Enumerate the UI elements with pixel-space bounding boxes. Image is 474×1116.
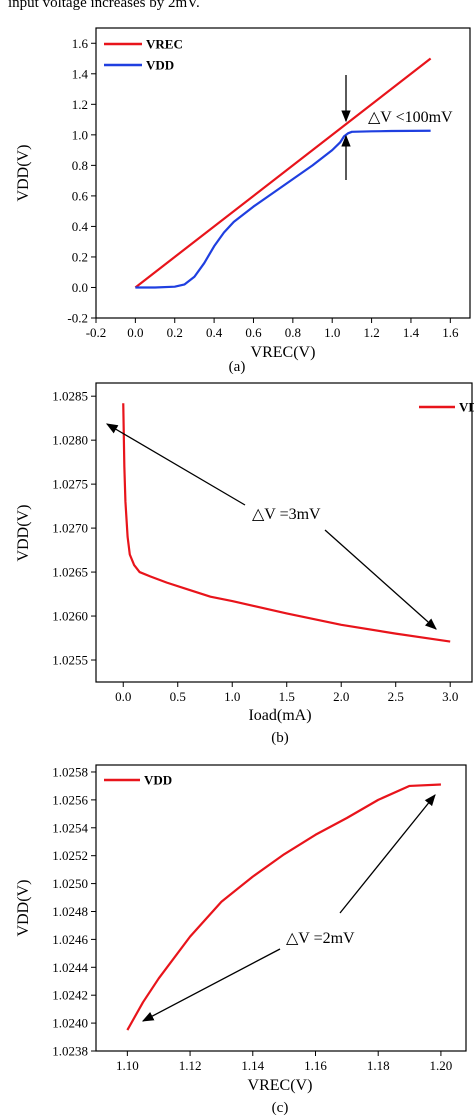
- x-tick-label: 1.20: [430, 1058, 453, 1073]
- y-tick-label: 1.0258: [52, 764, 88, 779]
- x-tick-label: 1.5: [279, 689, 295, 704]
- y-tick-label: 1.4: [72, 66, 89, 81]
- x-tick-label: 1.4: [403, 325, 420, 340]
- y-tick-label: 1.2: [72, 97, 88, 112]
- y-tick-label: 1.0265: [52, 565, 88, 580]
- x-tick-label: 0.0: [115, 689, 131, 704]
- y-tick-label: 1.0280: [52, 433, 88, 448]
- x-tick-label: 1.6: [442, 325, 459, 340]
- annotation-text: △V <100mV: [368, 109, 453, 126]
- y-tick-label: 1.0285: [52, 389, 88, 404]
- y-tick-label: 1.0240: [52, 1016, 88, 1031]
- annotation-arrow: [324, 529, 437, 630]
- x-tick-label: 1.10: [116, 1058, 139, 1073]
- annotation-text: △V =3mV: [252, 506, 321, 523]
- x-tick-label: 1.0: [224, 689, 240, 704]
- y-tick-label: 0.4: [72, 219, 89, 234]
- x-tick-label: 0.5: [170, 689, 186, 704]
- x-tick-label: -0.2: [86, 325, 107, 340]
- y-tick-label: 1.0246: [52, 932, 88, 947]
- x-tick-label: 0.8: [285, 325, 301, 340]
- panel-caption: (a): [229, 359, 246, 375]
- y-tick-label: 1.0275: [52, 477, 88, 492]
- plot-frame: [95, 764, 467, 1052]
- x-tick-label: 1.2: [363, 325, 379, 340]
- y-tick-label: 1.0255: [52, 653, 88, 668]
- y-tick-label: 1.0: [72, 127, 88, 142]
- header-text: input voltage increases by 2mV.: [8, 0, 200, 11]
- x-tick-label: 3.0: [442, 689, 458, 704]
- annotation-arrow: [105, 423, 246, 506]
- y-tick-label: 1.0248: [52, 904, 88, 919]
- x-tick-label: 2.0: [333, 689, 349, 704]
- x-tick-label: 0.0: [127, 325, 143, 340]
- x-axis-label: VREC(V): [248, 1077, 313, 1094]
- y-tick-label: 0.2: [72, 249, 88, 264]
- series-line-vdd: [135, 129, 431, 289]
- y-tick-label: 0.0: [72, 280, 88, 295]
- annotation-arrow: [141, 948, 281, 1022]
- y-axis-label: VDD(V): [15, 145, 32, 202]
- y-tick-label: 1.6: [72, 36, 89, 51]
- x-axis-label: Ioad(mA): [248, 707, 311, 724]
- x-tick-label: 2.5: [388, 689, 404, 704]
- x-tick-label: 1.16: [304, 1058, 327, 1073]
- y-tick-label: 1.0260: [52, 609, 88, 624]
- x-tick-label: 0.4: [206, 325, 223, 340]
- x-tick-label: 1.14: [241, 1058, 264, 1073]
- plot-frame: [95, 382, 473, 683]
- chart-panel-2: 1.10 1.12 1.14 1.16 1.18 1.20 1.0238 1.0240 1.02…: [15, 764, 467, 1116]
- y-tick-label: 0.6: [72, 188, 89, 203]
- y-tick-label: 1.0244: [52, 960, 88, 975]
- series-line-vrec: [134, 57, 432, 289]
- x-tick-label: 0.2: [167, 325, 183, 340]
- legend-label: VDD: [459, 400, 474, 415]
- series-line-vdd: [126, 783, 441, 1031]
- y-tick-label: 1.0254: [52, 820, 88, 835]
- chart-panel-1: 0.0 0.5 1.0 1.5 2.0 2.5 3.0 1.0255 1.0260 1.0265 1…: [15, 382, 474, 746]
- legend-label: VDD: [144, 773, 172, 788]
- y-tick-label: 1.0238: [52, 1044, 88, 1059]
- annotation-text: △V =2mV: [286, 930, 355, 947]
- y-tick-label: 0.8: [72, 158, 88, 173]
- y-tick-label: 1.0256: [52, 792, 88, 807]
- chart-panel-0: -0.2 0.0 0.2 0.4 0.6 0.8 1.0 1.2 1.4 1.6 -0.2 0.0 0.…: [15, 27, 471, 375]
- x-axis-label: VREC(V): [251, 344, 316, 361]
- series-line-vdd: [122, 403, 451, 643]
- panel-caption: (b): [271, 730, 289, 746]
- plot-frame: [95, 27, 471, 319]
- y-tick-label: 1.0270: [52, 521, 88, 536]
- y-tick-label: 1.0252: [52, 848, 88, 863]
- y-axis-label: VDD(V): [15, 880, 32, 937]
- x-tick-label: 1.12: [179, 1058, 202, 1073]
- x-tick-label: 1.18: [367, 1058, 390, 1073]
- x-tick-label: 1.0: [324, 325, 340, 340]
- y-tick-label: 1.0250: [52, 876, 88, 891]
- x-tick-label: 0.6: [245, 325, 262, 340]
- legend-label: VDD: [146, 58, 174, 73]
- y-axis-label: VDD(V): [15, 505, 32, 562]
- panel-caption: (c): [272, 1100, 289, 1116]
- y-tick-label: -0.2: [67, 311, 88, 326]
- y-tick-label: 1.0242: [52, 988, 88, 1003]
- annotation-arrow: [339, 794, 436, 914]
- legend-label: VREC: [146, 37, 183, 52]
